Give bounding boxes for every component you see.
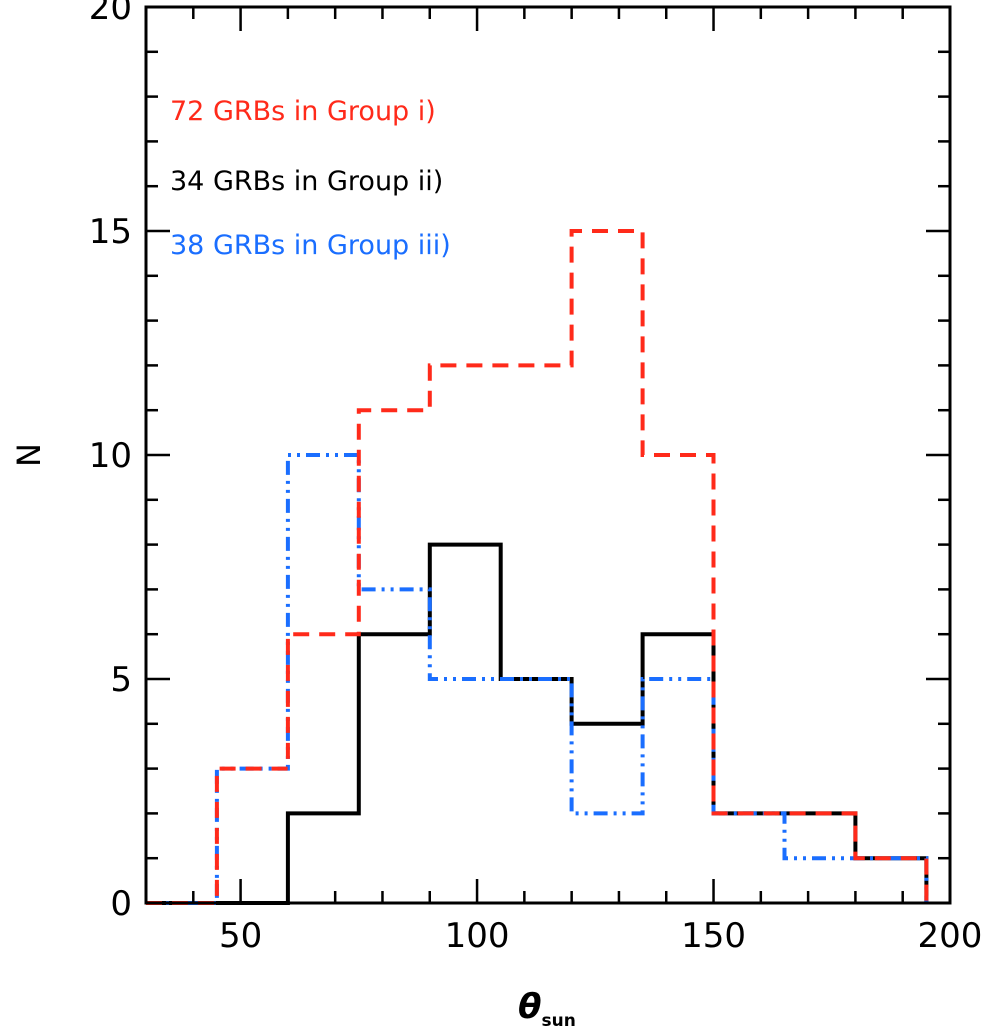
labels-layer: 50 100 150 200 0 5 10 15 20 θsun N xyxy=(10,0,982,1030)
x-tick-label: 150 xyxy=(681,916,746,956)
legend-entry-1: 72 GRBs in Group i) xyxy=(170,96,436,127)
x-tick-label: 200 xyxy=(918,916,983,956)
ticks-layer xyxy=(144,5,952,905)
series-line-2 xyxy=(146,542,929,905)
y-axis-label: N xyxy=(10,443,48,467)
y-tick-label: 0 xyxy=(110,884,132,924)
x-axis-label: θsun xyxy=(518,987,576,1030)
x-tick-label: 50 xyxy=(219,916,262,956)
y-tick-label: 10 xyxy=(89,436,132,476)
legend-entry-2: 34 GRBs in Group ii) xyxy=(170,166,443,197)
x-tick-label: 100 xyxy=(445,916,510,956)
legend-entry-3: 38 GRBs in Group iii) xyxy=(170,230,451,261)
series-layer xyxy=(146,229,929,905)
y-tick-label: 20 xyxy=(89,0,132,28)
series-line-1 xyxy=(146,229,929,905)
legend: 72 GRBs in Group i) 34 GRBs in Group ii) 3… xyxy=(170,96,451,261)
y-tick-label: 5 xyxy=(110,660,132,700)
plot-frame xyxy=(144,5,952,905)
y-tick-label: 15 xyxy=(89,212,132,252)
series-line-3 xyxy=(146,453,929,905)
